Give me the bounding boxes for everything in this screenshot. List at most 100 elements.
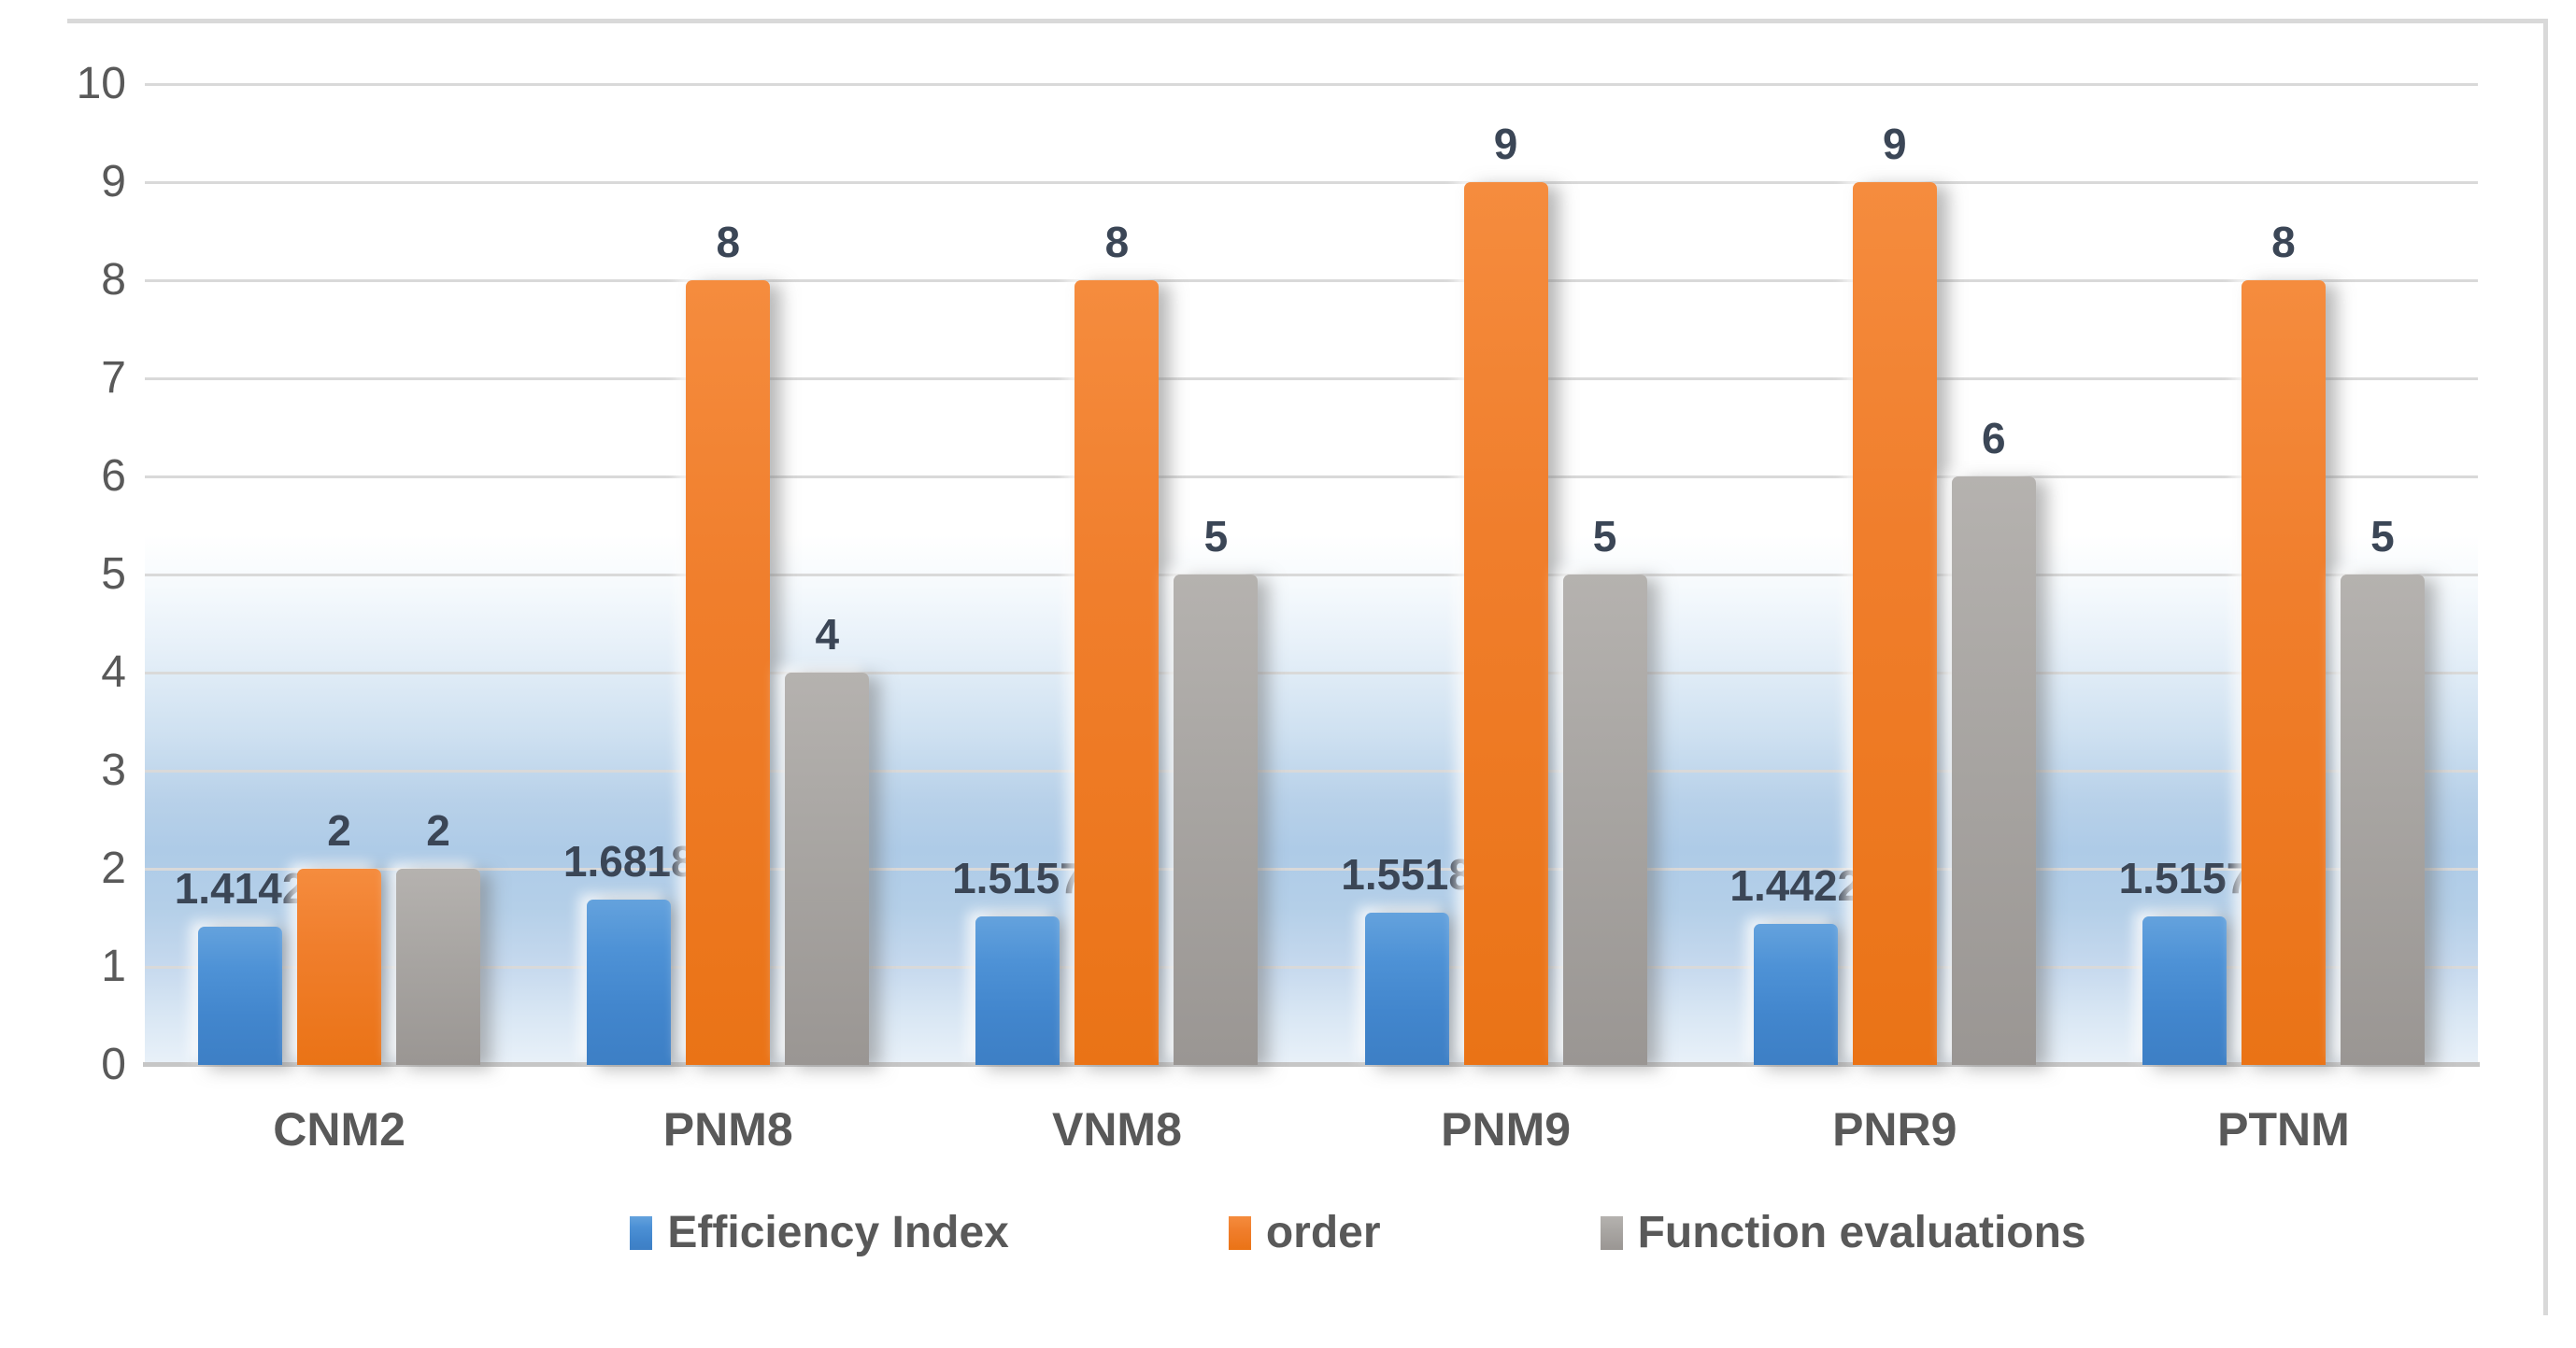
x-axis-line (143, 1062, 2480, 1067)
data-label: 1.5518 (1341, 850, 1473, 900)
bar-efficiency-index-cnm2 (198, 926, 283, 1065)
data-label: 9 (1493, 120, 1518, 168)
bar-wrap: 2 (396, 84, 481, 1065)
category-label-cnm2: CNM2 (273, 1103, 406, 1156)
data-label: 9 (1882, 120, 1907, 168)
gridline-10 (145, 83, 2478, 86)
gridline-2 (145, 868, 2478, 871)
data-label: 5 (1592, 512, 1617, 560)
y-tick-label: 10 (76, 59, 126, 108)
bar-wrap: 5 (1174, 84, 1259, 1065)
bar-wrap: 1.4422 (1729, 84, 1861, 1065)
bar-wrap: 9 (1463, 84, 1548, 1065)
gridline-3 (145, 770, 2478, 773)
chart-border-right (2543, 19, 2548, 1315)
bar-group-pnr9: 1.4422 9 6 (1701, 84, 2089, 1065)
bar-wrap: 1.5157 (2119, 84, 2250, 1065)
bar-efficiency-index-ptnm (2142, 915, 2227, 1065)
legend-label: order (1265, 1208, 1381, 1257)
bar-efficiency-index-pnm8 (587, 900, 672, 1065)
bar-function-evaluations-cnm2 (396, 869, 481, 1065)
legend-swatch-icon (1600, 1215, 1623, 1250)
bar-function-evaluations-pnm9 (1562, 575, 1647, 1065)
bar-wrap: 1.5518 (1341, 84, 1473, 1065)
legend-item-order: order (1228, 1207, 1381, 1258)
gridline-5 (145, 574, 2478, 576)
legend-label: Function evaluations (1637, 1208, 2086, 1257)
y-tick-label: 2 (101, 844, 126, 893)
bar-efficiency-index-vnm8 (975, 915, 1060, 1065)
bar-wrap: 8 (1075, 84, 1160, 1065)
bar-wrap: 5 (1562, 84, 1647, 1065)
data-label: 4 (815, 610, 840, 659)
bar-efficiency-index-pnr9 (1753, 923, 1838, 1065)
gridline-9 (145, 181, 2478, 184)
category-label-ptnm: PTNM (2217, 1103, 2350, 1156)
bar-order-pnm9 (1463, 182, 1548, 1065)
legend-item-efficiency-index: Efficiency Index (630, 1207, 1009, 1258)
y-tick-label: 3 (101, 745, 126, 795)
bar-wrap: 9 (1852, 84, 1937, 1065)
data-label: 2 (426, 806, 450, 855)
bar-function-evaluations-vnm8 (1174, 575, 1259, 1065)
bar-wrap: 6 (1951, 84, 2036, 1065)
legend-item-function-evaluations: Function evaluations (1600, 1207, 2086, 1258)
bar-groups: 1.4142 2 2 1.6818 8 4 1.5157 8 5 1.5518 9 5 1.4422 9 6… (145, 84, 2478, 1065)
bar-wrap: 1.5157 (952, 84, 1084, 1065)
bar-order-ptnm (2241, 280, 2326, 1065)
bar-wrap: 4 (785, 84, 870, 1065)
bar-function-evaluations-pnm8 (785, 673, 870, 1065)
data-label: 1.5157 (2118, 853, 2251, 902)
data-label: 1.6818 (562, 837, 695, 887)
y-tick-label: 7 (101, 353, 126, 403)
plot-area: 1.4142 2 2 1.6818 8 4 1.5157 8 5 1.5518 9 5 1.4422 9 6… (143, 83, 2480, 1067)
bar-wrap: 1.6818 (563, 84, 695, 1065)
bar-function-evaluations-ptnm (2340, 575, 2425, 1065)
bar-wrap: 8 (2241, 84, 2326, 1065)
bar-wrap: 8 (686, 84, 771, 1065)
y-tick-label: 9 (101, 157, 126, 206)
legend-swatch-icon (630, 1215, 653, 1250)
category-label-vnm8: VNM8 (1051, 1103, 1182, 1156)
bar-wrap: 2 (297, 84, 382, 1065)
legend-swatch-icon (1228, 1215, 1251, 1250)
data-label: 6 (1981, 414, 2006, 462)
bar-group-vnm8: 1.5157 8 5 (922, 84, 1311, 1065)
category-label-pnr9: PNR9 (1832, 1103, 1957, 1156)
bar-group-pnm9: 1.5518 9 5 (1312, 84, 1701, 1065)
data-label: 8 (1104, 218, 1130, 266)
bar-order-pnr9 (1852, 182, 1937, 1065)
gridline-1 (145, 966, 2478, 969)
gridline-8 (145, 279, 2478, 282)
data-label: 2 (327, 806, 351, 855)
y-tick-label: 8 (101, 255, 126, 305)
category-label-pnm9: PNM9 (1441, 1103, 1572, 1156)
bar-wrap: 1.4142 (175, 84, 306, 1065)
y-tick-label: 1 (101, 942, 126, 991)
chart-border-top (67, 19, 2548, 23)
y-axis: 0 1 2 3 4 5 6 7 8 9 10 (28, 59, 126, 1089)
legend-label: Efficiency Index (667, 1208, 1009, 1257)
y-tick-label: 4 (101, 647, 126, 697)
bar-group-cnm2: 1.4142 2 2 (145, 84, 534, 1065)
gridline-4 (145, 672, 2478, 674)
bar-order-cnm2 (297, 869, 382, 1065)
data-label: 1.4422 (1729, 860, 1862, 910)
x-axis-labels: CNM2 PNM8 VNM8 PNM9 PNR9 PTNM (145, 1102, 2478, 1156)
bar-function-evaluations-pnr9 (1951, 476, 2036, 1065)
data-label: 5 (1203, 512, 1229, 560)
bar-wrap: 5 (2340, 84, 2425, 1065)
bar-group-pnm8: 1.6818 8 4 (534, 84, 922, 1065)
gridline-7 (145, 377, 2478, 380)
bar-order-vnm8 (1075, 280, 1160, 1065)
bar-order-pnm8 (686, 280, 771, 1065)
category-label-pnm8: PNM8 (662, 1103, 793, 1156)
bar-group-ptnm: 1.5157 8 5 (2089, 84, 2478, 1065)
bar-efficiency-index-pnm9 (1364, 913, 1449, 1065)
y-tick-label: 5 (101, 549, 126, 599)
y-tick-label: 0 (101, 1040, 126, 1089)
data-label: 1.5157 (952, 853, 1084, 902)
legend: Efficiency Index order Function evaluation… (0, 1207, 2576, 1258)
data-label: 8 (2271, 218, 2296, 266)
